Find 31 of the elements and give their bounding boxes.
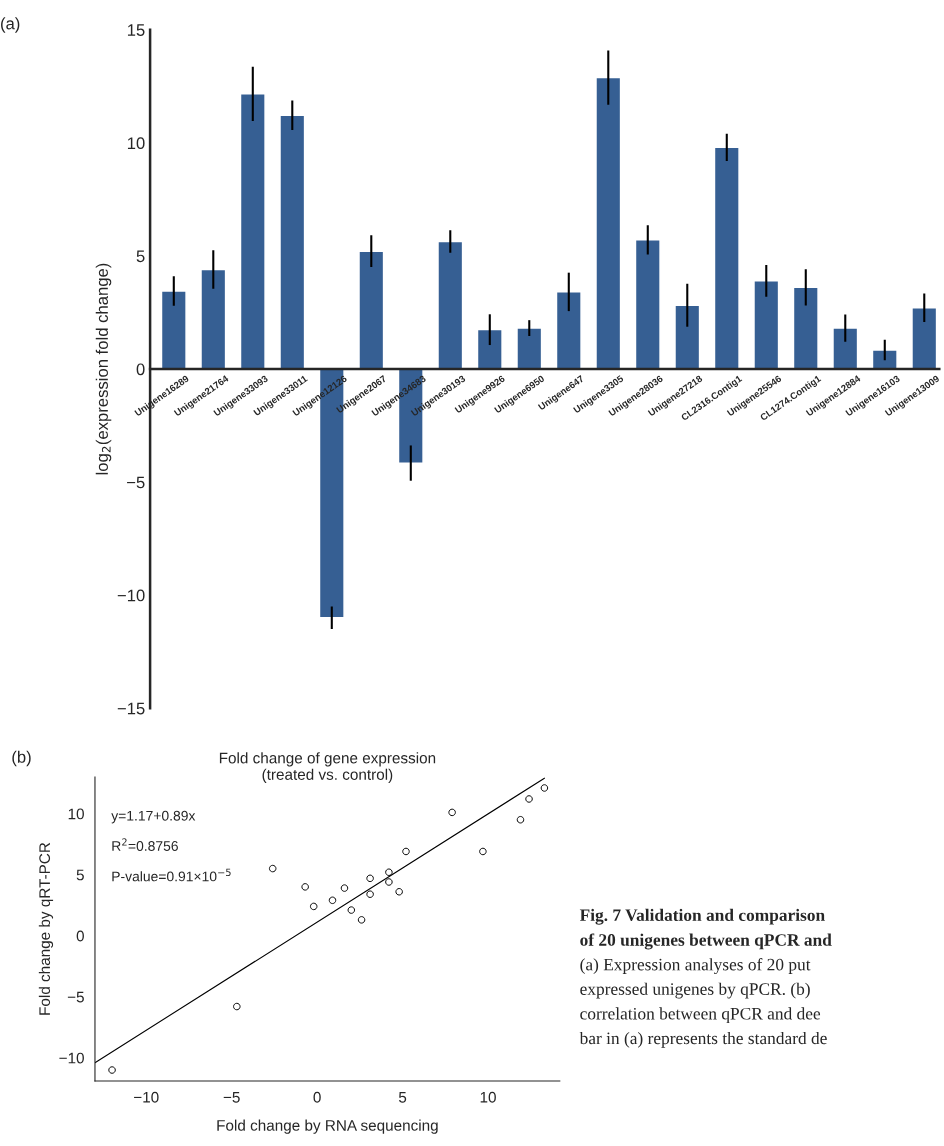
- annotation: R$^{2}$=0.8756: [112, 838, 178, 851]
- text: bar in (a) represents the standard de: [579, 1031, 827, 1048]
- y-tick-label: 5: [76, 869, 84, 881]
- y-tick-label: 15: [127, 24, 145, 36]
- annotation: P-value=0.91×10$^{−5}$: [112, 868, 231, 882]
- y-tick-label: 10: [68, 808, 84, 820]
- y-tick-label: 10: [127, 137, 145, 150]
- x-tick-label: 5: [398, 1092, 407, 1103]
- caption: Fig. 7 Validation and comparison: [579, 908, 825, 925]
- text: expressed unigenes by qPCR. (b): [580, 982, 810, 999]
- x-axis-title: Fold change by RNA sequencing: [217, 1119, 438, 1134]
- x-tick-label: −5: [223, 1092, 240, 1103]
- y-tick-label: −15: [117, 702, 145, 715]
- x-tick-label: 10: [480, 1091, 496, 1103]
- x-tick-label: 0: [313, 1091, 321, 1103]
- y-tick-label: 0: [136, 363, 145, 376]
- y-axis-title: log$_{2}$(expression fold change): [95, 263, 112, 475]
- y-tick-label: 0: [76, 930, 84, 942]
- y-tick-label: −10: [59, 1052, 84, 1064]
- y-tick-label: −5: [127, 476, 145, 489]
- y-tick-label: −10: [117, 589, 145, 602]
- text: correlation between qPCR and dee: [580, 1007, 821, 1024]
- chart-title: Fold change of gene expression (treated vs. control): [219, 752, 436, 783]
- text: (b): [12, 750, 31, 767]
- y-axis-title: Fold change by qRT-PCR: [38, 842, 54, 1015]
- text: (a) Expression analyses of 20 put: [580, 958, 811, 975]
- text: of 20 unigenes between qPCR and: [580, 933, 832, 950]
- text: (a): [1, 17, 20, 33]
- annotation: y=1.17+0.89x: [111, 810, 196, 824]
- y-tick-label: −5: [67, 991, 84, 1003]
- y-tick-label: 5: [136, 250, 145, 263]
